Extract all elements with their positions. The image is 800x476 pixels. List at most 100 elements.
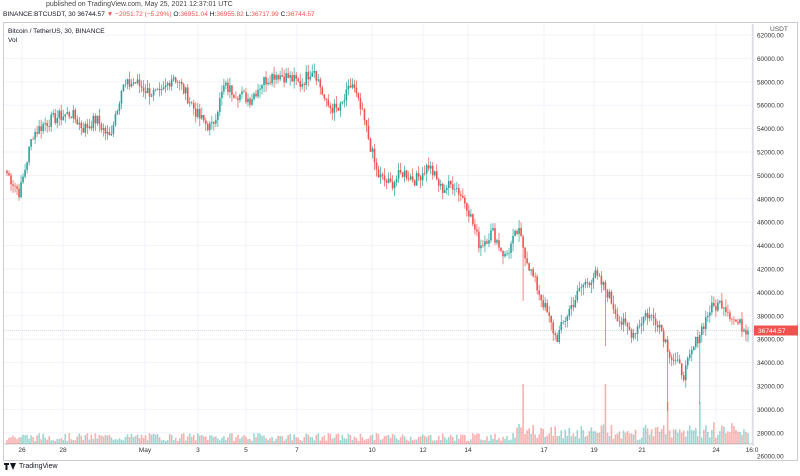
candle-body — [474, 224, 476, 230]
volume-bar — [698, 402, 701, 444]
candle-body — [636, 326, 639, 334]
candle-body — [604, 282, 607, 291]
volume-bar — [291, 440, 293, 444]
volume-bar — [397, 439, 400, 444]
volume-bar — [38, 433, 40, 444]
candle-body — [108, 131, 111, 136]
volume-bar — [676, 432, 679, 444]
volume-bar — [353, 436, 356, 444]
candle-body — [556, 334, 559, 342]
volume-bar — [321, 436, 324, 444]
candle-body — [506, 253, 508, 255]
volume-bar — [664, 434, 667, 444]
x-tick-label: 21 — [638, 447, 646, 454]
volume-bar — [429, 434, 432, 444]
candle-body — [470, 214, 472, 217]
volume-bar — [634, 429, 637, 444]
symbol-bar: BINANCE:BTCUSDT, 30 36744.57 ▼ −2051.72 … — [3, 11, 315, 18]
volume-bar — [158, 437, 161, 444]
candle-body — [586, 281, 589, 284]
candle-body — [18, 188, 20, 198]
volume-bar — [624, 432, 627, 444]
candle-body — [6, 170, 8, 174]
candle-body — [182, 84, 185, 94]
volume-bar — [94, 433, 97, 444]
volume-bar — [508, 440, 510, 444]
candle-body — [303, 84, 306, 85]
candle-body — [198, 109, 201, 119]
x-tick-label: May — [139, 447, 152, 454]
volume-bar — [419, 436, 422, 444]
x-tick-label: 19 — [590, 447, 598, 454]
candle-body — [14, 185, 16, 187]
volume-bar — [566, 435, 569, 444]
candle-body — [134, 82, 137, 84]
y-tick-label: 42000.00 — [757, 267, 784, 274]
volume-bar — [14, 437, 16, 444]
candle-body — [46, 123, 48, 127]
volume-bar — [16, 438, 18, 444]
x-tick-label: 7 — [295, 447, 299, 454]
candle-body — [399, 170, 402, 173]
volume-bar — [34, 440, 36, 444]
candle-body — [313, 70, 316, 73]
volume-bar — [287, 435, 289, 444]
chart-frame[interactable] — [3, 22, 798, 461]
candle-body — [638, 325, 641, 327]
volume-bar — [741, 434, 743, 444]
volume-bar — [98, 434, 101, 444]
candle-body — [496, 240, 498, 243]
x-tick-label: 5 — [244, 447, 248, 454]
volume-bar — [574, 436, 577, 444]
candle-body — [152, 89, 155, 96]
candle-body — [263, 77, 265, 86]
volume-bar — [488, 440, 490, 444]
y-tick-label: 28000.00 — [757, 430, 784, 437]
volume-bar — [445, 439, 448, 444]
volume-bar — [552, 435, 555, 444]
volume-bar — [325, 440, 328, 444]
volume-bar — [335, 434, 338, 444]
volume-bar — [458, 439, 460, 444]
candle-body — [50, 114, 52, 127]
candle-body — [369, 138, 372, 152]
candle-body — [20, 182, 22, 198]
candle-body — [419, 176, 422, 181]
volume-bar — [518, 424, 520, 444]
volume-bar — [723, 426, 725, 444]
candle-body — [62, 116, 65, 121]
volume-bar — [435, 440, 438, 444]
candle-body — [351, 84, 354, 88]
candle-body — [58, 110, 61, 119]
candle-body — [221, 91, 223, 99]
y-tick-label: 60000.00 — [757, 56, 784, 63]
volume-bar — [168, 433, 171, 444]
volume-bar — [223, 436, 225, 444]
volume-bar — [144, 435, 147, 444]
volume-bar — [737, 431, 739, 444]
candle-body — [548, 312, 550, 316]
volume-bar — [46, 439, 48, 444]
volume-bar — [106, 435, 109, 444]
volume-bar — [421, 434, 424, 444]
candle-body — [705, 317, 707, 329]
volume-bar — [301, 440, 303, 444]
candle-body — [460, 194, 462, 196]
candle-body — [38, 126, 40, 134]
candle-body — [439, 183, 442, 186]
candle-body — [458, 188, 460, 195]
volume-bar — [311, 437, 314, 444]
candle-body — [572, 305, 575, 308]
volume-bar — [520, 427, 522, 444]
candle-body — [443, 189, 446, 193]
candle-body — [172, 77, 175, 80]
volume-bar — [104, 434, 107, 444]
volume-bar — [30, 435, 32, 444]
volume-bar — [186, 436, 189, 444]
candle-body — [279, 75, 281, 80]
volume-bar — [209, 435, 211, 444]
candle-body — [188, 102, 191, 104]
candle-body — [578, 288, 581, 291]
candle-body — [558, 329, 561, 342]
